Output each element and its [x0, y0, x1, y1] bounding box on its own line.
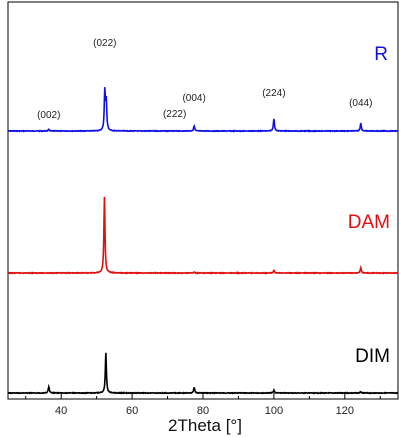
- series-line-dim: [7, 352, 399, 395]
- x-tick-label: 120: [336, 405, 354, 417]
- series-line-dam: [7, 196, 399, 275]
- peak-label: (022): [93, 38, 116, 49]
- series-layer: [7, 87, 399, 395]
- series-label-dim: DIM: [355, 346, 390, 367]
- series-label-dam: DAM: [348, 212, 390, 233]
- x-axis: 40 60 80 100 120: [25, 393, 381, 417]
- peak-label: (002): [37, 110, 60, 121]
- x-axis-title: 2Theta [°]: [168, 416, 242, 435]
- peak-label: (004): [182, 93, 205, 104]
- x-tick-label: 60: [126, 405, 138, 417]
- peak-label: (222): [163, 109, 186, 120]
- series-line-r: [7, 87, 399, 133]
- x-tick-label: 40: [55, 405, 67, 417]
- peak-label: (044): [349, 98, 372, 109]
- x-tick-label: 80: [197, 405, 209, 417]
- plot-frame: [7, 1, 399, 400]
- series-label-r: R: [374, 44, 388, 65]
- x-tick-label: 100: [265, 405, 283, 417]
- peak-labels: (002) (022) (222) (004) (224) (044): [37, 38, 372, 121]
- peak-label: (224): [262, 88, 285, 99]
- series-labels: R DAM DIM: [348, 44, 390, 367]
